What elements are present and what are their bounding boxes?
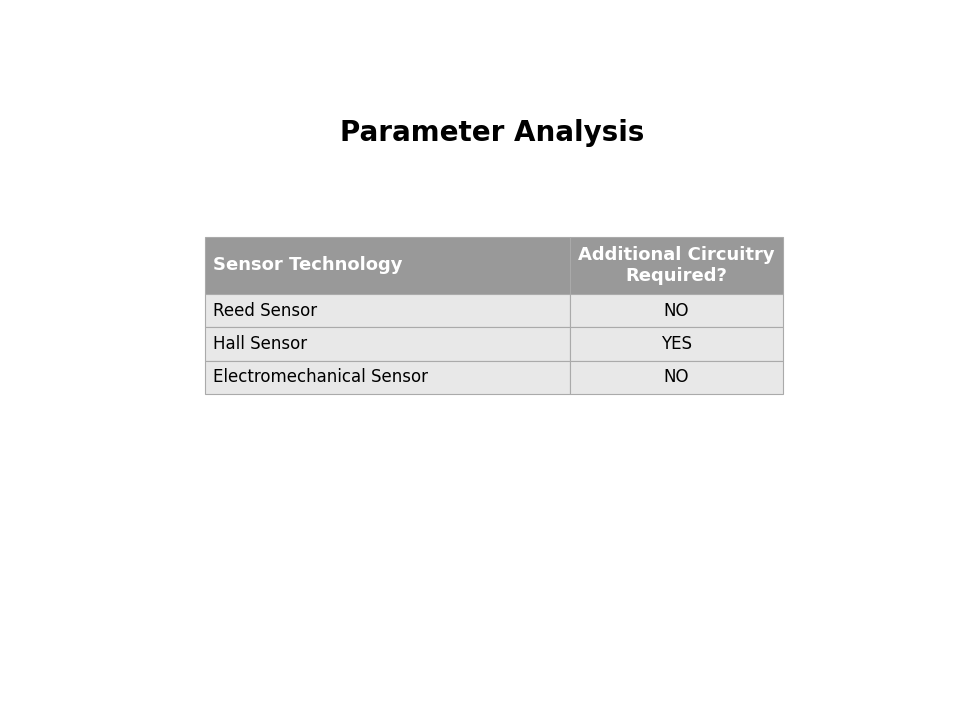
Bar (569, 294, 782, 328)
Bar (569, 361, 782, 394)
Text: Reed Sensor: Reed Sensor (213, 302, 317, 320)
Text: Sensor Technology: Sensor Technology (213, 256, 402, 274)
Text: Electromechanical Sensor: Electromechanical Sensor (213, 368, 428, 386)
Bar (205, 237, 569, 294)
Bar (569, 237, 782, 294)
Text: YES: YES (660, 335, 691, 353)
Text: NO: NO (663, 368, 689, 386)
Bar (205, 294, 569, 328)
Bar (569, 328, 782, 361)
Bar (205, 361, 569, 394)
Text: Parameter Analysis: Parameter Analysis (340, 119, 644, 147)
Text: Hall Sensor: Hall Sensor (213, 335, 307, 353)
Bar (205, 328, 569, 361)
Text: Additional Circuitry
Required?: Additional Circuitry Required? (578, 246, 775, 285)
Text: NO: NO (663, 302, 689, 320)
